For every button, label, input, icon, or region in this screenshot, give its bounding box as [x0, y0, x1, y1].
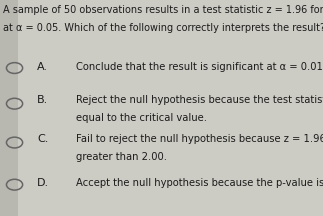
Text: equal to the critical value.: equal to the critical value.	[76, 113, 207, 123]
Text: C.: C.	[37, 134, 48, 144]
Text: B.: B.	[37, 95, 48, 105]
Text: Reject the null hypothesis because the test statistic is exactly: Reject the null hypothesis because the t…	[76, 95, 323, 105]
Text: D.: D.	[37, 178, 49, 188]
Text: A.: A.	[37, 62, 48, 71]
Text: Fail to reject the null hypothesis because z = 1.96 is not: Fail to reject the null hypothesis becau…	[76, 134, 323, 144]
Text: Accept the null hypothesis because the p-value is equal to 0.05.: Accept the null hypothesis because the p…	[76, 178, 323, 188]
Text: greater than 2.00.: greater than 2.00.	[76, 152, 167, 162]
Text: at α = 0.05. Which of the following correctly interprets the result?: at α = 0.05. Which of the following corr…	[3, 23, 323, 33]
Text: A sample of 50 observations results in a test statistic z = 1.96 for a two-taile: A sample of 50 observations results in a…	[3, 5, 323, 15]
Text: Conclude that the result is significant at α = 0.01 but not at α = 0.05.: Conclude that the result is significant …	[76, 62, 323, 71]
Bar	[0, 0, 18, 216]
